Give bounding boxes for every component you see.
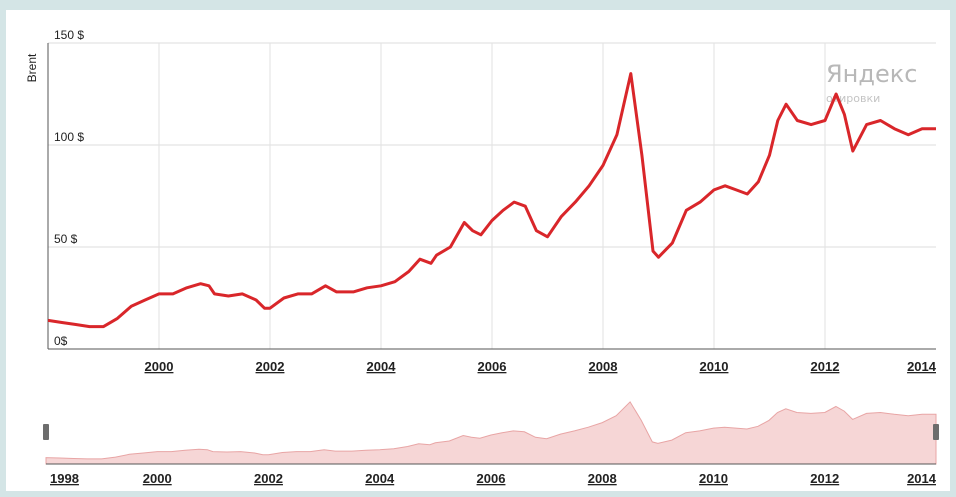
brent-price-line [47, 72, 936, 329]
x-tick-label: 2010 [700, 359, 729, 374]
y-tick-label: 50 $ [54, 232, 78, 246]
watermark-brand: Яндекс [826, 60, 917, 88]
y-tick-label: 150 $ [54, 28, 84, 42]
y-ticks: 0$ 50 $ 100 $ 150 $ [54, 28, 84, 348]
x-tick-label: 2006 [478, 359, 507, 374]
navigator-tick-label: 2008 [588, 471, 617, 486]
watermark: Яндекс отировки [826, 60, 917, 105]
navigator-tick-label: 1998 [50, 471, 79, 486]
navigator-tick-label: 2010 [699, 471, 728, 486]
axes [47, 43, 936, 350]
grid [48, 42, 936, 349]
y-axis-label: Brent [25, 53, 39, 82]
navigator-tick-label: 2014 [907, 471, 937, 486]
x-ticks: 2000 2002 2004 2006 2008 2010 2012 2014 [145, 359, 937, 374]
chart-panel: Brent Яндекс отировки 0$ 50 $ 100 $ 150 $ 2… [6, 10, 950, 491]
navigator-left-handle[interactable] [43, 424, 49, 440]
x-tick-label: 2008 [589, 359, 618, 374]
x-tick-label: 2004 [367, 359, 397, 374]
navigator-area [45, 401, 937, 465]
navigator-tick-label: 2000 [143, 471, 172, 486]
y-tick-label: 0$ [54, 334, 68, 348]
price-chart: Brent Яндекс отировки 0$ 50 $ 100 $ 150 $ 2… [25, 28, 939, 486]
navigator-tick-label: 2004 [365, 471, 395, 486]
navigator-tick-label: 2002 [254, 471, 283, 486]
y-tick-label: 100 $ [54, 130, 84, 144]
x-tick-label: 2000 [145, 359, 174, 374]
x-tick-label: 2014 [907, 359, 937, 374]
series [47, 72, 937, 329]
x-tick-label: 2012 [811, 359, 840, 374]
navigator-tick-label: 2006 [477, 471, 506, 486]
navigator-tick-label: 2012 [810, 471, 839, 486]
x-tick-label: 2002 [256, 359, 285, 374]
range-navigator[interactable]: 1998 2000 2002 2004 2006 2008 2010 2012 2014 [43, 401, 939, 486]
navigator-right-handle[interactable] [933, 424, 939, 440]
